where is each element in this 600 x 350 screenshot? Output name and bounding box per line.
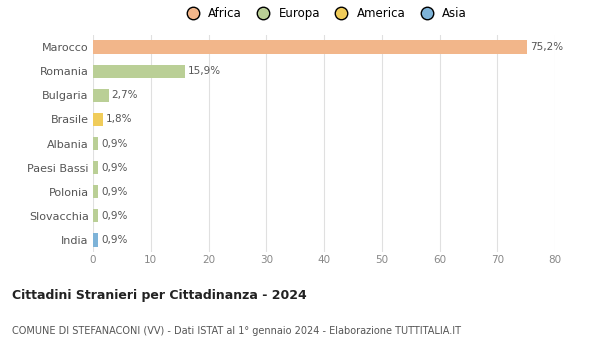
Text: 0,9%: 0,9%: [101, 235, 127, 245]
Bar: [93, 64, 185, 78]
Bar: [93, 89, 109, 102]
Bar: [93, 137, 98, 150]
Text: 0,9%: 0,9%: [101, 187, 127, 197]
Text: COMUNE DI STEFANACONI (VV) - Dati ISTAT al 1° gennaio 2024 - Elaborazione TUTTIT: COMUNE DI STEFANACONI (VV) - Dati ISTAT …: [12, 326, 461, 336]
Bar: [93, 233, 98, 246]
Bar: [93, 41, 527, 54]
Bar: [93, 161, 98, 174]
Text: Cittadini Stranieri per Cittadinanza - 2024: Cittadini Stranieri per Cittadinanza - 2…: [12, 289, 307, 302]
Bar: [93, 113, 103, 126]
Text: 0,9%: 0,9%: [101, 139, 127, 148]
Text: 0,9%: 0,9%: [101, 163, 127, 173]
Bar: [93, 209, 98, 223]
Text: 0,9%: 0,9%: [101, 211, 127, 221]
Text: 2,7%: 2,7%: [112, 90, 138, 100]
Legend: Africa, Europa, America, Asia: Africa, Europa, America, Asia: [181, 7, 467, 20]
Text: 15,9%: 15,9%: [188, 66, 221, 76]
Text: 75,2%: 75,2%: [530, 42, 563, 52]
Text: 1,8%: 1,8%: [106, 114, 133, 124]
Bar: [93, 185, 98, 198]
